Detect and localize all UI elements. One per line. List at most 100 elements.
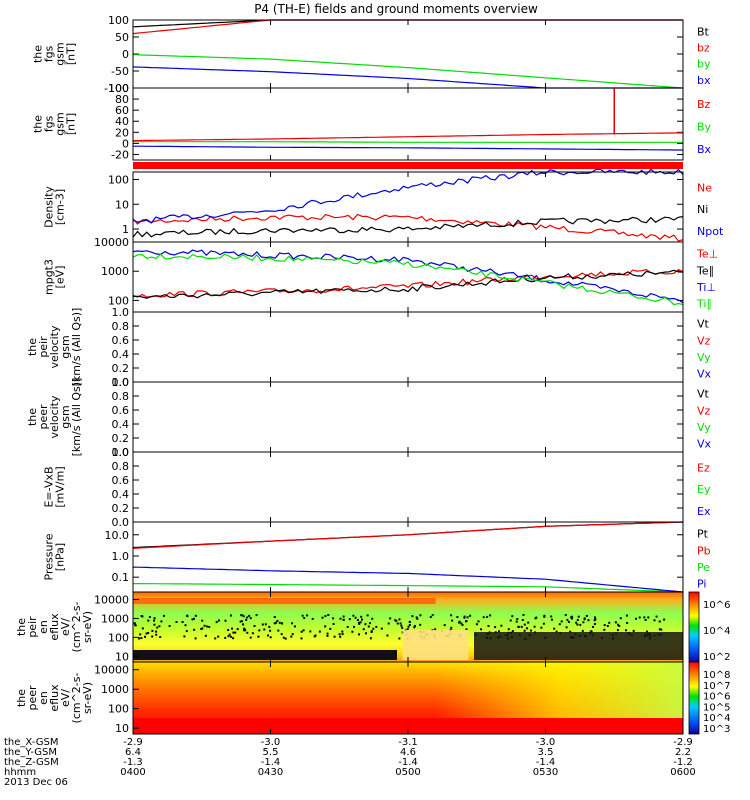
spectrogram-speck [414,625,416,627]
y-axis-label: mpgt3[eV] [43,259,67,295]
spectrogram-speck [487,625,490,627]
spectrogram-speck [318,630,321,633]
spectrogram-speck [246,631,249,634]
spectrogram-speck [576,623,579,626]
spectrogram-speck [475,623,478,626]
panel-frame [132,87,684,161]
spectrogram-band [133,598,436,604]
spectrogram-speck [258,629,261,632]
spectrogram-speck [231,627,233,630]
spectrogram-speck [144,635,146,638]
spectrogram-speck [515,620,518,623]
colorbar-label: 10^2 [703,652,730,663]
spectrogram-speck [243,628,246,631]
colorbar-label: 10^4 [703,713,730,724]
spectrogram-speck [358,621,360,624]
y-tick-label: 0.4 [112,488,130,501]
spectrogram-speck [324,615,327,618]
time-axis-value: -2.9 [673,737,693,748]
time-axis-value: 0430 [258,767,283,778]
spectrogram-speck [407,625,410,628]
spectrogram-speck [411,615,414,618]
y-axis-label-line: [km/s (All Qs)] [70,308,83,387]
colorbar-label: 10^5 [703,702,730,713]
spectrogram-speck [242,623,245,626]
spectrogram-speck [463,616,466,619]
series-line-Bz [133,132,683,142]
spectrogram-speck [523,629,526,632]
spectrogram-speck [618,624,621,627]
panel-9: 10000 1000 100 10 10^6 10^4 10^2 thepeireneflux… [15,591,730,663]
spectrogram-speck [253,625,256,627]
series-line-Npot [132,168,684,224]
spectrogram-speck [351,630,354,633]
y-tick-label: 0.6 [112,404,130,417]
spectrogram-speck [655,615,658,618]
y-tick-label: 0.6 [112,474,130,487]
spectrogram-speck [203,624,206,627]
spectrogram-speck [153,617,156,620]
spectrogram-speck [329,627,332,630]
spectrogram-speck [369,637,372,640]
spectrogram-speck [380,627,383,630]
panel-frame [132,451,684,523]
spectrogram-speck [646,630,648,633]
y-tick-label: 1.0 [112,306,130,319]
y-axis-label-line: en [37,691,50,705]
spectrogram-speck [153,623,156,626]
spectrogram-speck [255,614,258,617]
legend-by: by [697,58,711,71]
y-axis-label-line: eV/ [59,618,72,636]
separator-band [133,162,683,169]
y-tick-label: 10.0 [105,529,130,542]
spectrogram-speck [608,621,611,624]
series-line-by [132,54,684,89]
spectrogram-speck [371,617,374,620]
spectrogram-speck [643,616,646,619]
y-tick-label: 100 [108,703,129,716]
spectrogram-speck [533,625,536,628]
spectrogram-speck [348,618,351,621]
series-line-Pe [133,582,684,593]
spectrogram-speck [463,615,466,618]
legend-Vz: Vz [697,404,711,417]
spectrogram-speck [162,614,165,617]
legend-Ez: Ez [697,461,710,474]
y-tick-label: 50 [115,31,129,44]
y-axis-label-line: mpgt3 [43,259,56,295]
spectrogram-speck [658,620,661,623]
spectrogram-speck [181,621,184,623]
spectrogram-speck [141,615,144,618]
y-tick-label: 80 [115,93,129,106]
y-tick-label: 0.0 [112,516,130,529]
spectrogram-speck [566,618,569,621]
spectrogram-speck [339,617,342,620]
y-axis-label-line: velocity [48,395,61,438]
spectrogram-speck [186,615,189,618]
time-axis-value: 0530 [533,767,558,778]
spectrogram-speck [364,623,367,626]
spectrogram-speck [352,614,355,617]
y-tick-label: 0.1 [112,571,130,584]
spectrogram-speck [400,624,403,627]
spectrogram-speck [594,616,596,619]
spectrogram-speck [560,620,563,623]
spectrogram-dark-band [133,650,397,660]
spectrogram-speck [509,619,512,622]
colorbar-label: 10^8 [703,670,730,681]
spectrogram-speck [291,633,294,636]
spectrogram-speck [465,620,467,623]
y-tick-label: 1000 [101,265,129,278]
y-axis-label-line: (cm^2-s- [70,673,83,724]
spectrogram-speck [234,631,237,634]
spectrogram-speck [273,616,276,618]
spectrogram-speck [243,629,246,632]
y-tick-label: 20 [115,126,129,139]
spectrogram-speck [326,634,329,637]
spectrogram-speck [201,619,204,622]
y-tick-label: 1.0 [112,550,130,563]
spectrogram-speck [193,628,196,631]
spectrogram-speck [394,619,397,622]
time-axis: the_X-GSM the_Y-GSM the_Z-GSM hhmm 2013 … [4,737,696,788]
y-axis-label: thefgsgsm[nT] [32,112,78,135]
